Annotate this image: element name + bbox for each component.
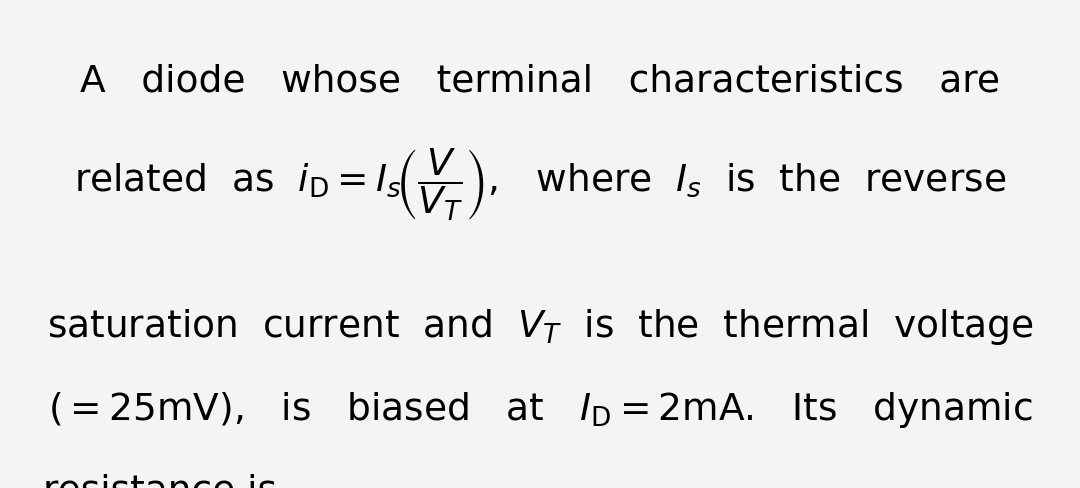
Text: resistance is: resistance is bbox=[43, 473, 278, 488]
Text: related  as  $i_{\rm D} = I_s\!\left(\dfrac{V}{V_T}\right)$,   where  $I_s$  is : related as $i_{\rm D} = I_s\!\left(\dfra… bbox=[73, 147, 1007, 224]
Text: A   diode   whose   terminal   characteristics   are: A diode whose terminal characteristics a… bbox=[80, 63, 1000, 100]
Text: $(=25\mathrm{mV})$,   is   biased   at   $I_{\rm D} = 2\mathrm{mA}$.   Its   dyn: $(=25\mathrm{mV})$, is biased at $I_{\rm… bbox=[48, 390, 1032, 430]
Text: saturation  current  and  $V_T$  is  the  thermal  voltage: saturation current and $V_T$ is the ther… bbox=[46, 307, 1034, 347]
